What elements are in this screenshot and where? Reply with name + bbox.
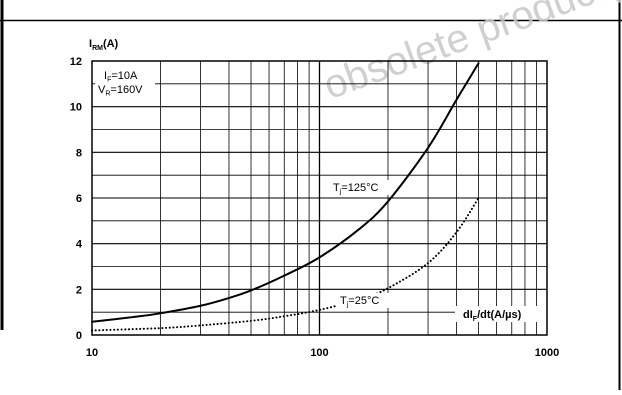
y-tick-label: 12 <box>70 56 82 68</box>
curve-tj-125 <box>91 62 480 323</box>
plot-frame <box>91 60 548 336</box>
series-label-bg-25 <box>337 293 389 308</box>
series-label-125: Tj=125°C <box>333 182 378 196</box>
condition-vr: VR=160V <box>98 84 143 98</box>
x-axis-label: dIF/dt(A/µs) <box>463 309 522 323</box>
y-tick-label: 6 <box>76 193 82 205</box>
x-axis-label-bg <box>455 306 555 322</box>
grid <box>92 61 547 335</box>
conditions-box <box>95 60 155 100</box>
watermark: obsolete product(s) <box>318 0 622 108</box>
x-tick-label: 100 <box>310 347 328 359</box>
series-label-bg-125 <box>330 180 390 195</box>
curve-tj-25 <box>91 197 480 332</box>
series-label-25: Tj=25°C <box>340 295 379 309</box>
y-axis-label: IRM(A) <box>89 38 119 52</box>
y-tick-label: 4 <box>76 239 83 251</box>
y-tick-label: 8 <box>76 147 82 159</box>
x-tick-label: 1000 <box>535 347 559 359</box>
tick-labels: 0 2 4 6 8 10 12 10 100 1000 <box>70 56 559 359</box>
condition-if: IF=10A <box>104 70 138 84</box>
curves <box>91 62 480 332</box>
y-tick-label: 2 <box>76 284 82 296</box>
x-tick-label: 10 <box>86 347 98 359</box>
y-tick-label: 0 <box>76 330 82 342</box>
y-tick-label: 10 <box>70 102 82 114</box>
